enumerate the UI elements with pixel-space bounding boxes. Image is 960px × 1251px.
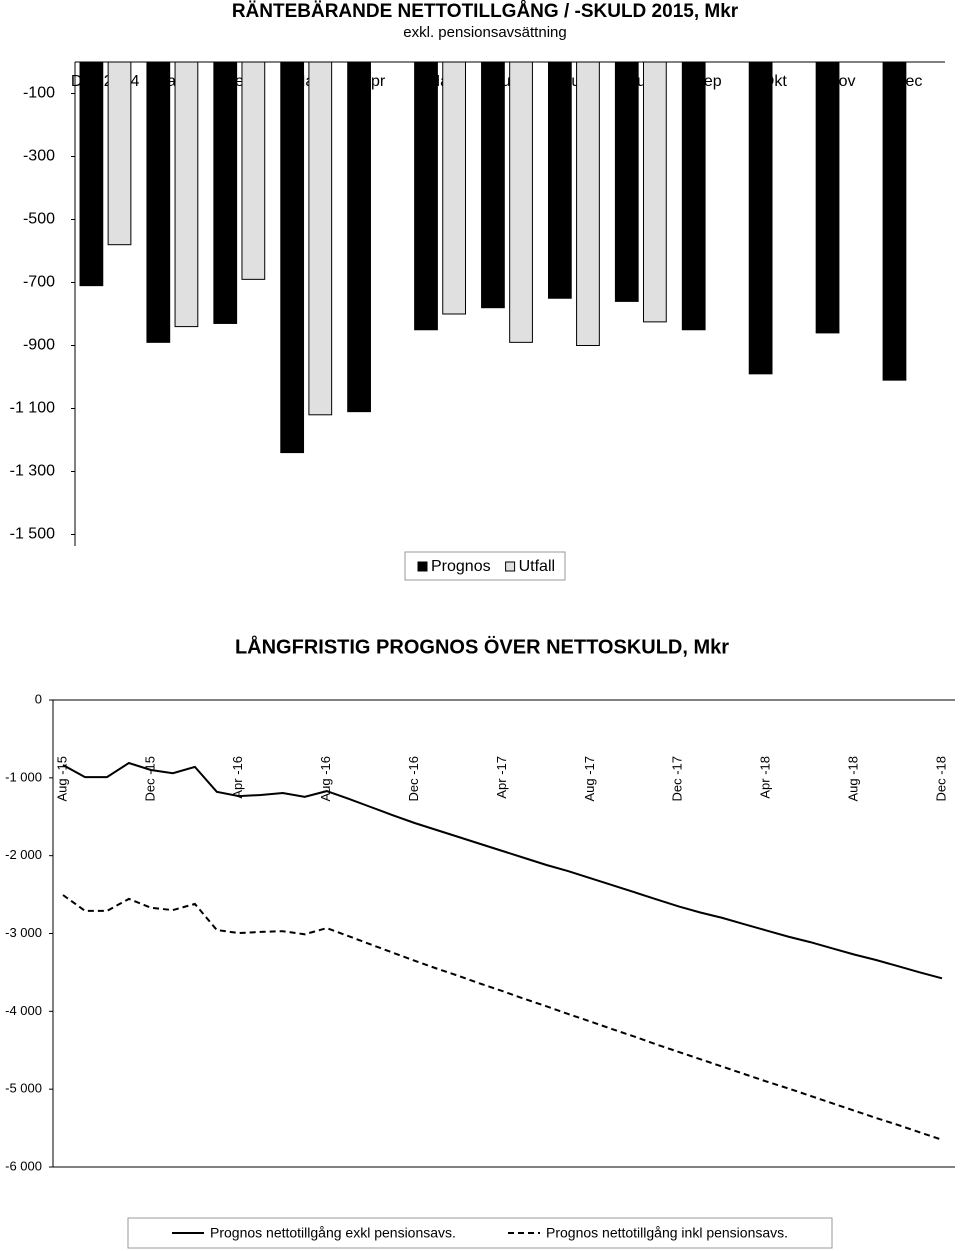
legend-label: Utfall xyxy=(519,558,555,575)
bar xyxy=(614,61,639,302)
bar xyxy=(308,61,333,416)
bar xyxy=(146,61,171,343)
x-tick-label: Dec -17 xyxy=(670,756,685,802)
bar xyxy=(643,61,667,323)
bar xyxy=(681,61,706,331)
legend-label: Prognos xyxy=(431,558,491,575)
chart-title: RÄNTEBÄRANDE NETTOTILLGÅNG / -SKULD 2015… xyxy=(232,1,739,22)
y-tick-label: -1 500 xyxy=(10,526,55,543)
x-tick-label: Dec -16 xyxy=(406,756,421,802)
bar xyxy=(347,61,371,413)
x-tick-label: Apr -18 xyxy=(758,756,773,799)
y-tick-label: -1 100 xyxy=(10,400,55,417)
x-tick-label: Aug -18 xyxy=(846,756,861,802)
y-tick-label: -300 xyxy=(23,148,55,165)
y-tick-label: -3 000 xyxy=(5,925,42,940)
x-tick-label: Aug -15 xyxy=(54,756,69,802)
line-series xyxy=(62,761,943,980)
bar xyxy=(509,61,533,343)
legend-swatch xyxy=(505,561,516,572)
y-tick-label: -900 xyxy=(23,337,55,354)
chart-title: LÅNGFRISTIG PROGNOS ÖVER NETTOSKULD, Mkr xyxy=(235,634,729,658)
legend-box xyxy=(404,551,566,581)
y-tick-label: 0 xyxy=(35,691,42,706)
bar xyxy=(882,61,907,381)
legend-label: Prognos nettotillgång exkl pensionsavs. xyxy=(210,1225,456,1241)
bar xyxy=(547,61,572,299)
bar xyxy=(748,61,773,375)
x-tick-label: Apr -16 xyxy=(230,756,245,799)
legend-box xyxy=(127,1217,833,1249)
x-tick-label: Apr -17 xyxy=(494,756,509,799)
legend-swatch xyxy=(417,561,428,572)
y-tick-label: -500 xyxy=(23,211,55,228)
bar xyxy=(107,61,132,246)
y-tick-label: -100 xyxy=(23,85,55,102)
y-tick-label: -6 000 xyxy=(5,1158,42,1173)
line-series xyxy=(62,894,943,1141)
bar xyxy=(576,61,600,346)
bar xyxy=(79,61,104,287)
chart-subtitle: exkl. pensionsavsättning xyxy=(403,24,566,41)
bar xyxy=(815,61,840,334)
x-tick-label: Dec -15 xyxy=(142,756,157,802)
y-tick-label: -700 xyxy=(23,274,55,291)
y-tick-label: -1 300 xyxy=(10,463,55,480)
bar xyxy=(280,61,305,454)
legend-label: Prognos nettotillgång inkl pensionsavs. xyxy=(546,1225,788,1241)
bar xyxy=(414,61,438,331)
y-tick-label: -1 000 xyxy=(5,769,42,784)
bar xyxy=(241,61,266,280)
x-tick-label: Dec -18 xyxy=(933,756,948,802)
bar xyxy=(213,61,238,324)
x-tick-label: Aug -16 xyxy=(318,756,333,802)
y-tick-label: -5 000 xyxy=(5,1081,42,1096)
x-tick-label: Aug -17 xyxy=(582,756,597,802)
bar xyxy=(442,61,466,315)
y-tick-label: -2 000 xyxy=(5,847,42,862)
y-tick-label: -4 000 xyxy=(5,1003,42,1018)
bar xyxy=(174,61,199,328)
bar xyxy=(481,61,505,309)
